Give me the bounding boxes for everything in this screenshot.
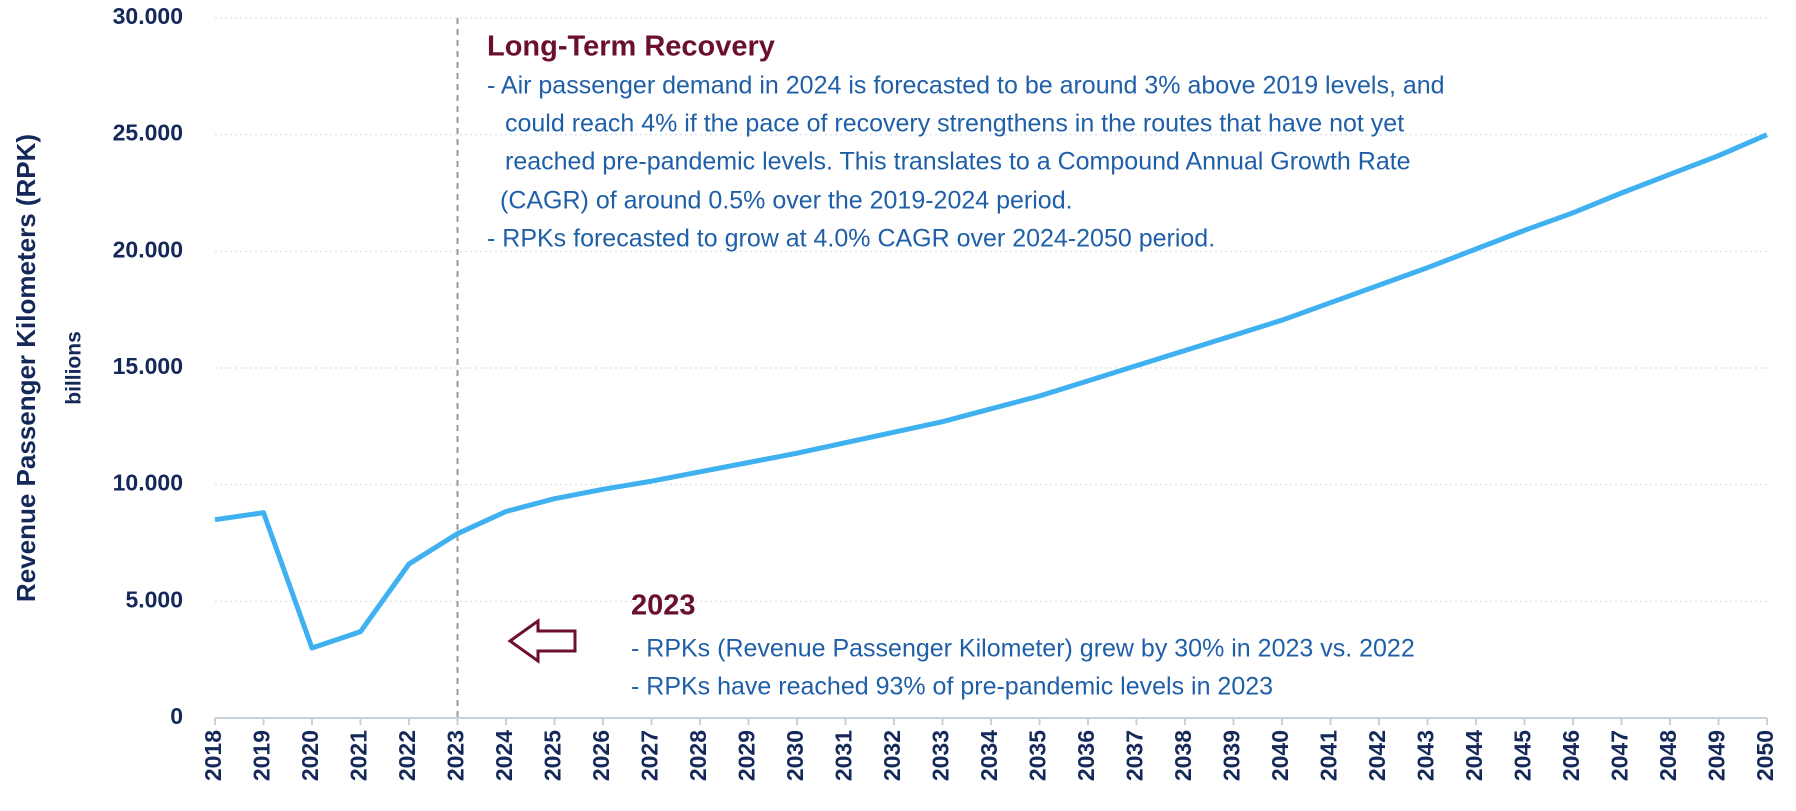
x-tick-label: 2023 <box>443 730 469 781</box>
x-tick-label: 2033 <box>928 730 954 781</box>
arrow-icon <box>507 618 577 664</box>
y-tick-label: 30.000 <box>113 3 183 29</box>
x-tick-label: 2018 <box>200 730 226 781</box>
x-tick-label: 2029 <box>734 730 760 781</box>
y-tick-label: 10.000 <box>113 470 183 496</box>
annotation-text: - RPKs (Revenue Passenger Kilometer) gre… <box>631 635 1415 663</box>
annotation-text: (CAGR) of around 0.5% over the 2019-2024… <box>500 187 1073 215</box>
x-tick-label: 2043 <box>1413 730 1439 781</box>
x-tick-label: 2035 <box>1025 730 1051 781</box>
x-tick-label: 2028 <box>685 730 711 781</box>
annotation-title: 2023 <box>631 590 696 622</box>
x-tick-label: 2031 <box>831 730 857 781</box>
x-tick-label: 2045 <box>1510 730 1536 781</box>
y-axis-unit: billions <box>63 331 86 405</box>
x-tick-label: 2022 <box>394 730 420 781</box>
x-tick-label: 2041 <box>1316 730 1342 781</box>
annotation-text: - Air passenger demand in 2024 is foreca… <box>487 72 1445 100</box>
x-tick-label: 2027 <box>637 730 663 781</box>
x-tick-label: 2039 <box>1219 730 1245 781</box>
x-tick-label: 2030 <box>782 730 808 781</box>
x-tick-label: 2050 <box>1752 730 1778 781</box>
x-tick-label: 2036 <box>1073 730 1099 781</box>
annotation-text: could reach 4% if the pace of recovery s… <box>505 110 1404 138</box>
x-tick-label: 2038 <box>1170 730 1196 781</box>
x-tick-label: 2044 <box>1461 730 1487 781</box>
x-tick-label: 2034 <box>976 730 1002 781</box>
x-tick-label: 2019 <box>249 730 275 781</box>
x-tick-label: 2049 <box>1704 730 1730 781</box>
annotation-text: reached pre-pandemic levels. This transl… <box>505 148 1411 176</box>
annotation-text: - RPKs forecasted to grow at 4.0% CAGR o… <box>487 225 1215 253</box>
x-tick-label: 2042 <box>1364 730 1390 781</box>
y-axis-title: Revenue Passenger Kilometers (RPK) <box>11 134 41 602</box>
x-tick-label: 2020 <box>297 730 323 781</box>
y-tick-label: 5.000 <box>125 586 183 612</box>
x-tick-label: 2021 <box>346 730 372 781</box>
annotation-text: - RPKs have reached 93% of pre-pandemic … <box>631 673 1273 701</box>
y-tick-label: 25.000 <box>113 120 183 146</box>
x-tick-label: 2025 <box>540 730 566 781</box>
x-tick-label: 2026 <box>588 730 614 781</box>
y-tick-label: 20.000 <box>113 236 183 262</box>
x-tick-label: 2048 <box>1655 730 1681 781</box>
x-tick-label: 2037 <box>1122 730 1148 781</box>
data-line <box>214 132 1768 651</box>
y-tick-label: 15.000 <box>113 353 183 379</box>
y-tick-label: 0 <box>170 703 183 729</box>
x-tick-label: 2046 <box>1558 730 1584 781</box>
x-tick-label: 2047 <box>1607 730 1633 781</box>
annotation-title: Long-Term Recovery <box>487 31 775 63</box>
x-tick-label: 2040 <box>1267 730 1293 781</box>
x-tick-label: 2024 <box>491 730 517 781</box>
x-tick-label: 2032 <box>879 730 905 781</box>
